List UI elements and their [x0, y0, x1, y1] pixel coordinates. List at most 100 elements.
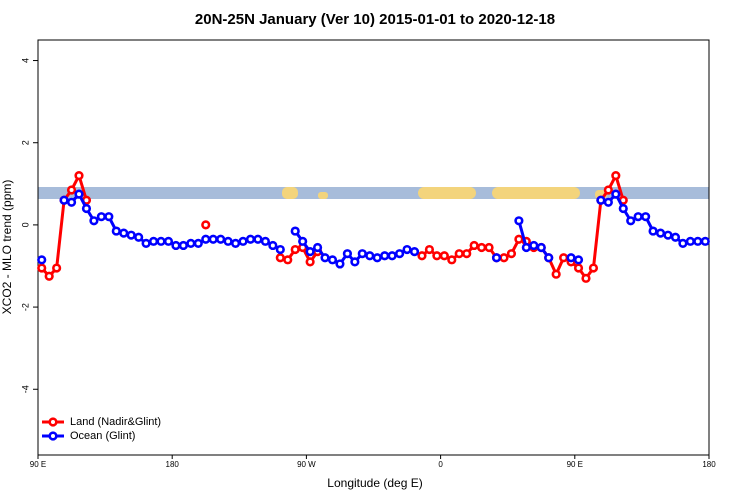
data-point [230, 238, 241, 248]
data-point [216, 234, 226, 244]
data-point [305, 257, 315, 267]
data-point [365, 251, 375, 261]
data-point [477, 242, 487, 253]
data-point [514, 234, 524, 244]
y-tick-label: 2 [20, 140, 30, 145]
data-point [484, 242, 494, 253]
data-point [581, 273, 591, 283]
y-axis-label: XCO2 - MLO trend (ppm) [0, 180, 14, 315]
data-point [74, 170, 84, 181]
data-point [611, 170, 621, 181]
legend-label: Land (Nadir&Glint) [70, 416, 161, 428]
data-point [529, 240, 539, 251]
data-point [201, 220, 211, 230]
data-point [566, 253, 576, 263]
data-point [66, 185, 77, 195]
y-tick-label: 4 [20, 58, 30, 63]
data-point [119, 228, 129, 238]
data-point [603, 197, 613, 207]
y-tick-label: -4 [20, 385, 30, 393]
data-point [245, 234, 256, 244]
data-point [506, 249, 517, 259]
data-point [37, 255, 47, 265]
data-point [81, 203, 92, 214]
data-point [693, 236, 703, 246]
data-point [223, 236, 233, 246]
data-point [469, 240, 479, 251]
data-point [171, 240, 181, 251]
x-tick-label: 90 E [567, 460, 583, 469]
data-point [536, 242, 546, 253]
data-point [283, 255, 293, 265]
data-point [603, 185, 613, 195]
data-point [462, 249, 472, 259]
y-tick-label: 0 [20, 222, 30, 227]
data-point [573, 255, 584, 265]
data-point [44, 271, 54, 281]
data-point [275, 244, 285, 255]
data-point [417, 251, 427, 261]
data-point [305, 247, 315, 257]
data-point [89, 216, 99, 226]
x-axis-label: Longitude (deg E) [327, 476, 422, 490]
data-point [74, 189, 84, 199]
data-point [424, 244, 435, 255]
data-point [186, 238, 196, 248]
data-point [156, 236, 166, 246]
data-point [641, 212, 651, 222]
data-point [290, 244, 300, 255]
data-point [544, 253, 554, 263]
legend-label: Ocean (Glint) [70, 430, 135, 442]
data-point [320, 253, 330, 263]
data-point [327, 255, 338, 265]
data-point [648, 226, 658, 236]
data-point [521, 242, 531, 253]
data-point [163, 236, 174, 246]
data-point [670, 232, 681, 242]
data-point [357, 249, 367, 259]
data-point [104, 212, 114, 222]
data-point [208, 234, 218, 244]
data-point [372, 253, 382, 263]
data-point [611, 189, 621, 199]
data-point [596, 195, 606, 205]
map-strip [38, 187, 709, 199]
data-point [633, 212, 643, 222]
data-point [700, 236, 710, 246]
data-point [573, 263, 584, 273]
data-point [588, 263, 599, 273]
y-tick-label: -2 [20, 303, 30, 311]
data-point [685, 236, 695, 246]
x-tick-label: 180 [702, 460, 716, 469]
x-tick-label: 90 W [297, 460, 316, 469]
data-point [178, 240, 188, 251]
data-point [387, 251, 397, 261]
data-point [253, 234, 263, 244]
legend-marker [48, 417, 58, 427]
data-point [126, 230, 136, 240]
data-point [290, 226, 300, 236]
data-point [491, 253, 502, 263]
x-tick-label: 90 E [30, 460, 46, 469]
data-point [268, 240, 278, 251]
data-point [342, 249, 353, 259]
data-point [439, 251, 449, 261]
data-point [678, 238, 688, 248]
data-point [193, 238, 203, 248]
plot-frame [37, 39, 710, 456]
data-point [394, 249, 405, 259]
data-point [409, 247, 420, 257]
data-point [626, 216, 636, 226]
chart-title: 20N-25N January (Ver 10) 2015-01-01 to 2… [195, 11, 555, 28]
data-point [663, 230, 673, 240]
data-point [335, 259, 345, 269]
data-point [618, 203, 628, 214]
data-point [514, 216, 524, 226]
x-tick-label: 0 [438, 460, 443, 469]
data-point [454, 249, 464, 259]
data-point [312, 242, 323, 253]
data-point [350, 257, 360, 267]
data-point [141, 238, 151, 248]
x-tick-label: 180 [166, 460, 180, 469]
